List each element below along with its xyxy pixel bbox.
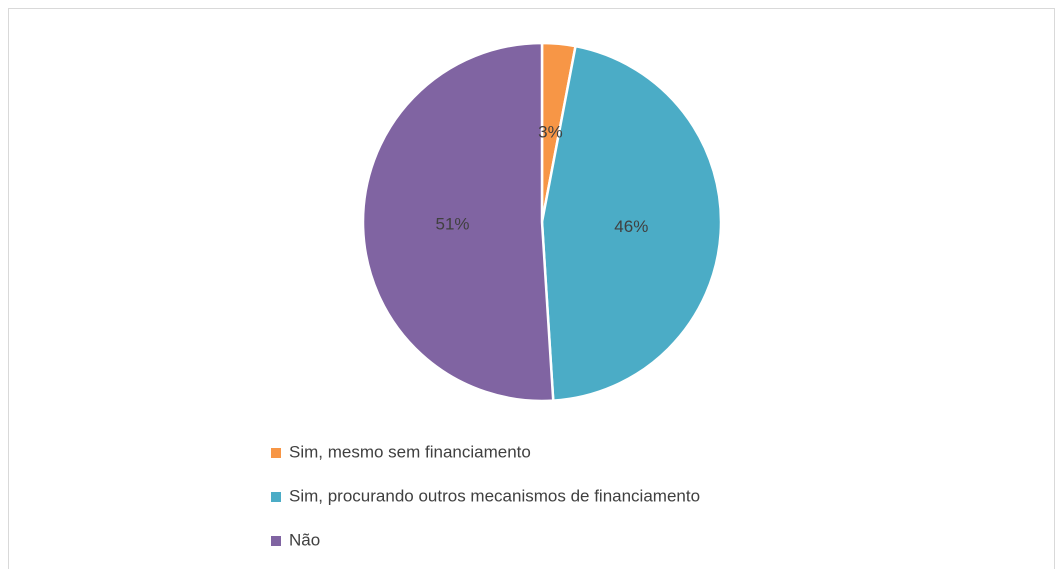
data-label: 46% (614, 217, 648, 236)
data-label: 3% (538, 122, 563, 141)
legend-label: Não (289, 530, 320, 549)
pie-slice (361, 41, 555, 403)
pie-slice (540, 44, 723, 402)
legend-swatch (271, 448, 281, 458)
data-label: 51% (436, 214, 470, 233)
legend-label: Sim, mesmo sem financiamento (289, 442, 531, 461)
legend-label: Sim, procurando outros mecanismos de fin… (289, 486, 700, 505)
legend-swatch (271, 492, 281, 502)
legend-swatch (271, 536, 281, 546)
